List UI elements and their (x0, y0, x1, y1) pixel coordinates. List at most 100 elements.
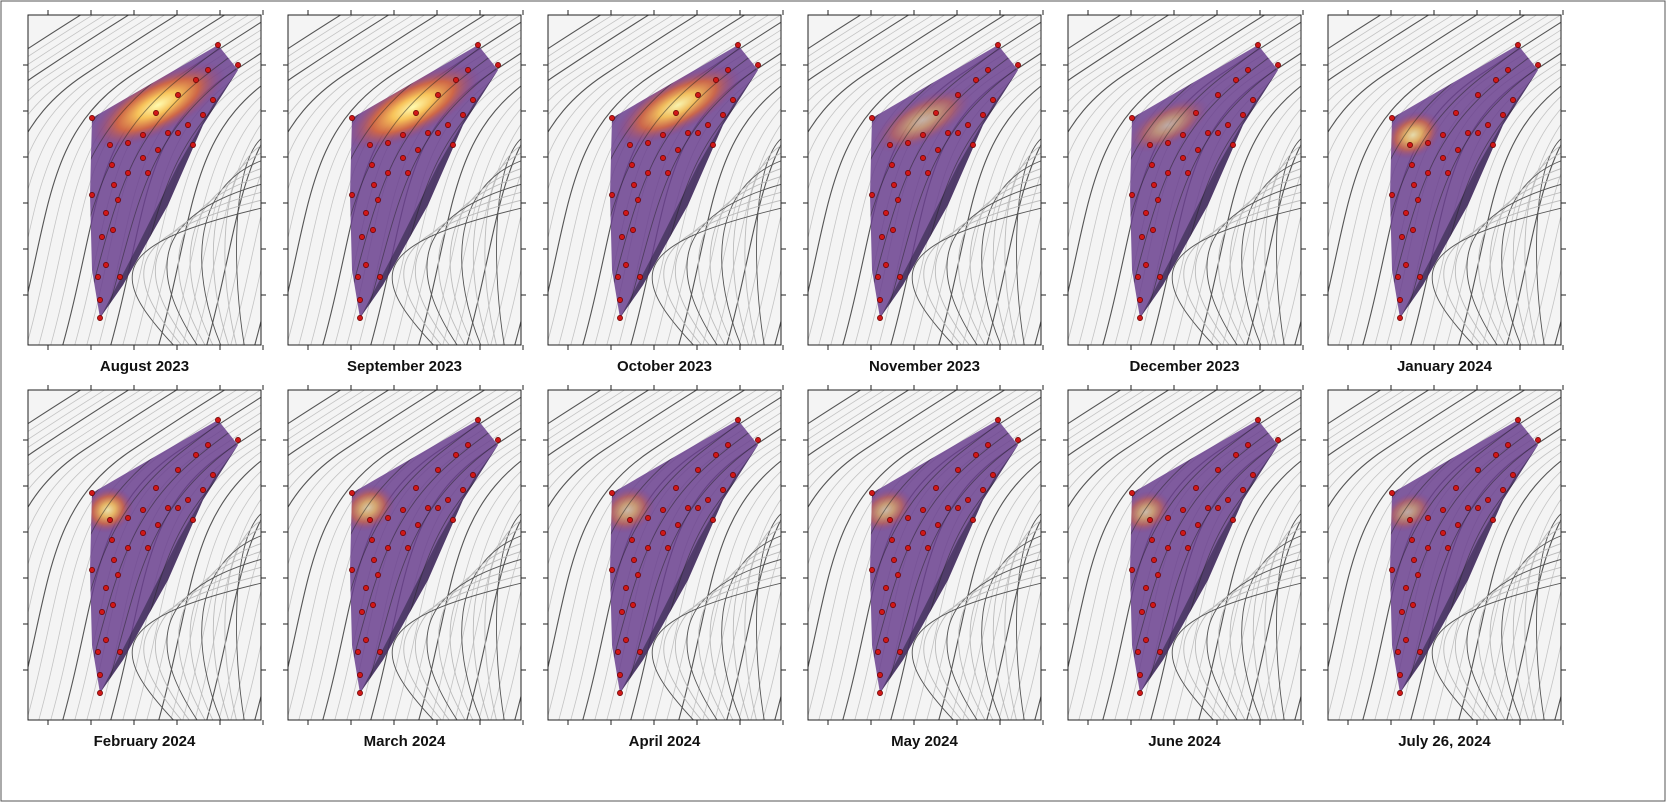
panel-caption: January 2024 (1397, 358, 1493, 375)
sample-point (617, 690, 622, 695)
sample-point (1157, 274, 1162, 279)
sample-point (635, 197, 640, 202)
sample-point (103, 210, 108, 215)
sample-point (153, 110, 158, 115)
sample-point (145, 170, 150, 175)
sample-point (1155, 197, 1160, 202)
sample-point (1455, 522, 1460, 527)
sample-point (359, 609, 364, 614)
sample-point (1535, 437, 1540, 442)
panel-caption: February 2024 (94, 733, 196, 750)
sample-point (1015, 62, 1020, 67)
sample-point (883, 585, 888, 590)
sample-point (627, 517, 632, 522)
sample-point (980, 487, 985, 492)
sample-point (1225, 122, 1230, 127)
sample-point (1515, 42, 1520, 47)
sample-point (375, 572, 380, 577)
sample-point (660, 530, 665, 535)
sample-point (645, 515, 650, 520)
sample-point (695, 130, 700, 135)
sample-point (385, 545, 390, 550)
sample-point (1165, 545, 1170, 550)
sample-point (1193, 485, 1198, 490)
sample-point (413, 110, 418, 115)
sample-point (965, 497, 970, 502)
sample-point (357, 672, 362, 677)
sample-point (1205, 505, 1210, 510)
sample-point (367, 517, 372, 522)
sample-point (1453, 110, 1458, 115)
sample-point (1225, 497, 1230, 502)
sample-point (1510, 472, 1515, 477)
panel-caption: April 2024 (629, 733, 701, 750)
sample-point (450, 517, 455, 522)
sample-point (1505, 67, 1510, 72)
sample-point (869, 567, 874, 572)
sample-point (1465, 130, 1470, 135)
sample-point (1137, 315, 1142, 320)
sample-point (175, 130, 180, 135)
sample-point (1275, 437, 1280, 442)
sample-point (215, 42, 220, 47)
sample-point (1440, 132, 1445, 137)
sample-point (755, 437, 760, 442)
sample-point (665, 545, 670, 550)
sample-point (99, 234, 104, 239)
sample-point (1165, 515, 1170, 520)
sample-point (1389, 567, 1394, 572)
sample-point (425, 130, 430, 135)
sample-point (453, 77, 458, 82)
sample-point (357, 297, 362, 302)
sample-point (660, 132, 665, 137)
sample-point (990, 472, 995, 477)
sample-point (720, 487, 725, 492)
sample-point (140, 530, 145, 535)
sample-point (883, 210, 888, 215)
sample-point (1195, 147, 1200, 152)
sample-point (1445, 170, 1450, 175)
sample-point (367, 142, 372, 147)
sample-point (1411, 557, 1416, 562)
sample-point (89, 115, 94, 120)
sample-point (985, 67, 990, 72)
sample-point (111, 182, 116, 187)
sample-point (660, 507, 665, 512)
sample-point (435, 505, 440, 510)
sample-point (735, 42, 740, 47)
sample-point (1475, 130, 1480, 135)
sample-point (905, 515, 910, 520)
panel-caption: August 2023 (100, 358, 189, 375)
sample-point (165, 130, 170, 135)
sample-point (495, 437, 500, 442)
sample-point (445, 122, 450, 127)
sample-point (675, 147, 680, 152)
sample-point (869, 192, 874, 197)
sample-point (200, 487, 205, 492)
sample-point (673, 485, 678, 490)
sample-point (1135, 274, 1140, 279)
sample-point (1180, 507, 1185, 512)
sample-point (1440, 507, 1445, 512)
sample-point (125, 170, 130, 175)
sample-point (710, 142, 715, 147)
sample-point (349, 490, 354, 495)
sample-point (1147, 517, 1152, 522)
sample-point (895, 197, 900, 202)
sample-point (355, 274, 360, 279)
sample-point (1500, 487, 1505, 492)
sample-point (1445, 545, 1450, 550)
sample-point (1485, 497, 1490, 502)
sample-point (710, 517, 715, 522)
sample-point (1407, 517, 1412, 522)
sample-point (925, 545, 930, 550)
sample-point (1180, 155, 1185, 160)
sample-point (460, 487, 465, 492)
sample-point (1180, 132, 1185, 137)
sample-point (1395, 274, 1400, 279)
panel-caption: March 2024 (364, 733, 446, 750)
sample-point (97, 297, 102, 302)
sample-point (140, 132, 145, 137)
sample-point (1490, 142, 1495, 147)
sample-point (97, 672, 102, 677)
